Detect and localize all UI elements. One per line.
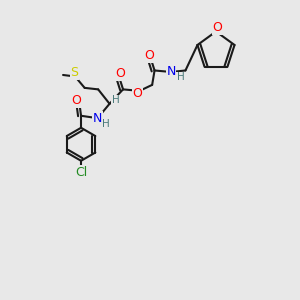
Text: Cl: Cl <box>75 166 87 179</box>
Text: S: S <box>70 66 78 79</box>
Text: H: H <box>102 118 110 129</box>
Text: N: N <box>167 65 176 79</box>
Text: O: O <box>115 67 125 80</box>
Text: O: O <box>213 21 222 34</box>
Text: H: H <box>112 95 119 105</box>
Text: N: N <box>93 112 102 125</box>
Text: O: O <box>72 94 82 107</box>
Text: O: O <box>132 87 142 100</box>
Text: O: O <box>145 49 154 62</box>
Text: H: H <box>177 72 184 82</box>
